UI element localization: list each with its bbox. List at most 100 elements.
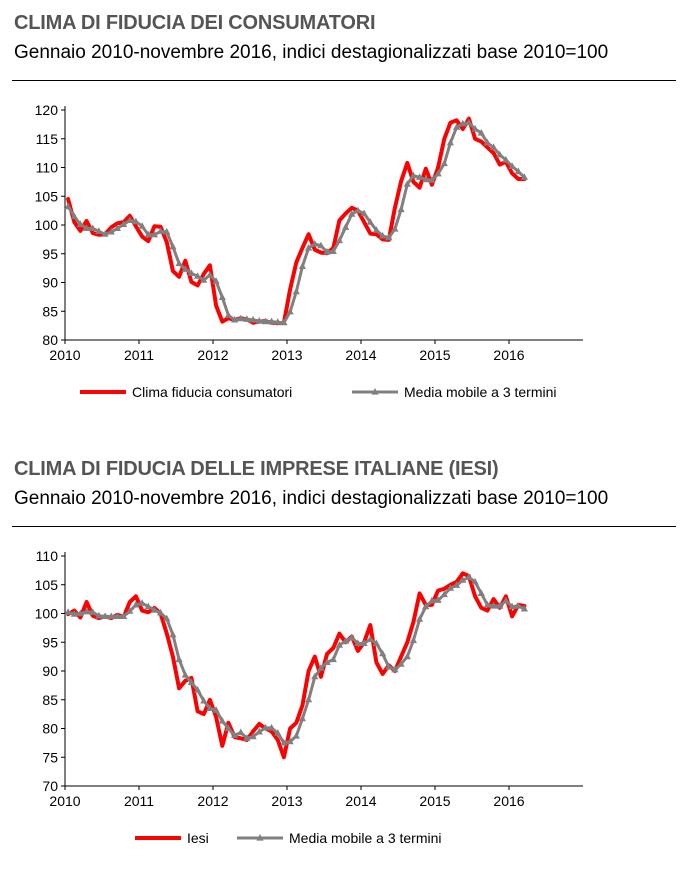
moving-average-marker bbox=[169, 630, 177, 638]
moving-average-marker bbox=[101, 230, 109, 237]
x-tick-label: 2012 bbox=[197, 793, 228, 809]
moving-average-marker bbox=[477, 589, 485, 596]
moving-average-marker bbox=[224, 724, 232, 732]
moving-average-marker bbox=[422, 175, 430, 183]
chart-title: CLIMA DI FIDUCIA DELLE IMPRESE ITALIANE … bbox=[14, 458, 499, 480]
moving-average-marker bbox=[305, 244, 313, 251]
y-tick-label: 90 bbox=[42, 663, 58, 679]
moving-average-marker bbox=[323, 658, 331, 665]
x-tick-label: 2010 bbox=[49, 347, 80, 363]
moving-average-marker bbox=[175, 655, 183, 663]
moving-average-marker bbox=[224, 311, 232, 318]
title-divider bbox=[12, 526, 676, 527]
y-tick-label: 110 bbox=[36, 548, 59, 564]
moving-average-marker bbox=[514, 602, 522, 609]
x-tick-label: 2014 bbox=[345, 347, 376, 363]
moving-average-marker bbox=[440, 590, 448, 598]
moving-average-marker bbox=[465, 118, 473, 126]
moving-average-marker bbox=[496, 150, 504, 158]
moving-average-marker bbox=[483, 138, 491, 146]
moving-average-marker bbox=[292, 732, 300, 739]
moving-average-marker bbox=[231, 315, 239, 323]
moving-average-marker bbox=[428, 176, 436, 183]
moving-average-marker bbox=[335, 641, 343, 648]
moving-average-marker bbox=[95, 611, 103, 619]
moving-average-marker bbox=[335, 236, 343, 244]
moving-average-marker bbox=[391, 665, 399, 673]
chart-subtitle: Gennaio 2010-novembre 2016, indici desta… bbox=[14, 488, 609, 509]
chart-title: CLIMA DI FIDUCIA DEI CONSUMATORI bbox=[14, 12, 376, 34]
moving-average-marker bbox=[434, 169, 442, 177]
moving-average-marker bbox=[317, 664, 325, 671]
y-tick-label: 105 bbox=[35, 577, 59, 593]
moving-average-marker bbox=[292, 287, 300, 295]
moving-average-marker bbox=[150, 606, 158, 613]
moving-average-marker bbox=[298, 714, 306, 722]
moving-average-marker bbox=[409, 636, 417, 644]
moving-average-marker bbox=[502, 156, 510, 163]
x-tick-label: 2011 bbox=[124, 347, 154, 363]
moving-average-marker bbox=[342, 637, 350, 644]
legend-label-main: Iesi bbox=[187, 830, 209, 846]
moving-average-marker bbox=[206, 271, 214, 278]
moving-average-marker bbox=[348, 210, 356, 217]
moving-average-marker bbox=[169, 242, 177, 250]
moving-average-marker bbox=[126, 607, 134, 614]
moving-average-marker bbox=[181, 671, 189, 678]
y-tick-label: 85 bbox=[42, 303, 58, 319]
legend-label-average: Media mobile a 3 termini bbox=[289, 830, 442, 846]
legend-label-main: Clima fiducia consumatori bbox=[132, 384, 292, 400]
x-tick-label: 2015 bbox=[419, 347, 450, 363]
moving-average-marker bbox=[329, 655, 337, 663]
moving-average-marker bbox=[268, 723, 276, 731]
y-tick-label: 95 bbox=[42, 246, 58, 262]
moving-average-marker bbox=[144, 602, 152, 610]
moving-average-marker bbox=[286, 737, 294, 745]
y-tick-label: 80 bbox=[42, 332, 58, 348]
moving-average-marker bbox=[385, 233, 393, 241]
moving-average-marker bbox=[280, 738, 288, 746]
moving-average-marker bbox=[212, 706, 220, 713]
moving-average-marker bbox=[329, 247, 337, 254]
moving-average-marker bbox=[520, 173, 528, 180]
moving-average-marker bbox=[465, 573, 473, 580]
x-tick-label: 2011 bbox=[124, 793, 154, 809]
moving-average-marker bbox=[194, 686, 202, 693]
moving-average-marker bbox=[366, 635, 374, 642]
moving-average-marker bbox=[453, 123, 461, 130]
moving-average-marker bbox=[428, 596, 436, 604]
x-tick-label: 2012 bbox=[197, 347, 228, 363]
legend-label-average: Media mobile a 3 termini bbox=[404, 384, 557, 400]
moving-average-marker bbox=[157, 608, 165, 616]
x-tick-label: 2016 bbox=[493, 347, 524, 363]
moving-average-marker bbox=[212, 277, 220, 284]
y-tick-label: 95 bbox=[42, 634, 58, 650]
moving-average-marker bbox=[132, 600, 140, 608]
y-tick-label: 110 bbox=[36, 160, 59, 176]
moving-average-marker bbox=[317, 241, 325, 249]
moving-average-marker bbox=[348, 633, 356, 641]
moving-average-marker bbox=[157, 227, 165, 234]
moving-average-marker bbox=[483, 600, 491, 608]
moving-average-marker bbox=[490, 143, 498, 150]
legend-marker-average bbox=[256, 834, 264, 841]
moving-average-marker bbox=[70, 610, 78, 617]
moving-average-marker bbox=[76, 220, 84, 227]
moving-average-marker bbox=[255, 727, 263, 735]
moving-average-marker bbox=[446, 138, 454, 146]
moving-average-marker bbox=[120, 612, 128, 619]
x-tick-label: 2015 bbox=[419, 793, 450, 809]
moving-average-marker bbox=[107, 612, 115, 619]
moving-average-marker bbox=[274, 729, 282, 736]
moving-average-marker bbox=[440, 159, 448, 167]
consumer-confidence-panel: CLIMA DI FIDUCIA DEI CONSUMATORI Gennaio… bbox=[12, 12, 676, 400]
moving-average-marker bbox=[477, 129, 485, 136]
moving-average-marker bbox=[187, 678, 195, 686]
moving-average-marker bbox=[403, 180, 411, 187]
moving-average-marker bbox=[249, 315, 257, 323]
main-series-line bbox=[66, 116, 527, 326]
moving-average-marker bbox=[459, 119, 467, 127]
moving-average-marker bbox=[64, 202, 72, 210]
x-tick-label: 2013 bbox=[271, 347, 302, 363]
moving-average-marker bbox=[422, 602, 430, 610]
